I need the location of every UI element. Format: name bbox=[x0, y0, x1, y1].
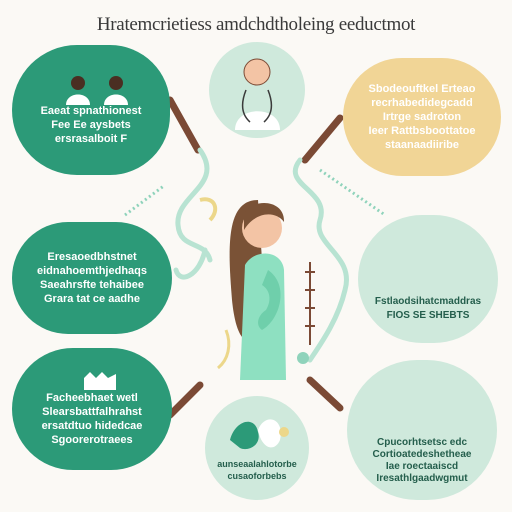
swirl-right bbox=[292, 157, 349, 363]
connector-bottom-left bbox=[166, 381, 204, 419]
plants-icon bbox=[230, 419, 289, 450]
panel-bottom-center: aunseaalahlotorbe cusaoforbebs bbox=[205, 455, 309, 485]
panel-line: Eaeat spnathionest bbox=[40, 105, 142, 117]
panel-line: FIOS SE SHEBTS bbox=[386, 310, 470, 321]
panel-line: Saeahrsfte tehaibee bbox=[40, 279, 144, 291]
panel-line: Fstlaodsihatcmaddras bbox=[374, 296, 482, 307]
panel-line: aunseaalahlotorbe bbox=[217, 459, 297, 469]
panel-top-right: Sbodeouftkel Erteao recrhabedidegcadd Ir… bbox=[343, 58, 501, 176]
panel-line: Iresathlgaadwgmut bbox=[376, 473, 468, 484]
panel-line: Eresaoedbhstnet bbox=[47, 251, 137, 263]
panel-line: ersrasalboit F bbox=[54, 133, 128, 145]
measure-bead bbox=[297, 352, 309, 364]
connector-bottom-right bbox=[306, 376, 344, 412]
infographic-title: Hratemcrietiess amdchdtholeing eeductmot bbox=[96, 14, 416, 35]
panel-bottom-right: Cpucorhtsetsc edc Cortioatedeshetheae Ia… bbox=[347, 360, 497, 500]
panel-line: staanaadiiribe bbox=[385, 139, 459, 151]
panel-line: Irtrge sadroton bbox=[382, 111, 462, 123]
panel-line: Iae roectaaiscd bbox=[385, 461, 459, 472]
panel-line: Sbodeouftkel Erteao bbox=[368, 83, 476, 95]
panel-bottom-left: Facheebhaet wetl Slearsbattfalhrahst ers… bbox=[12, 348, 172, 470]
top-center-circle bbox=[209, 42, 305, 138]
swirl-accent bbox=[199, 197, 218, 222]
panel-line: Grara tat ce aadhe bbox=[44, 293, 140, 305]
panel-top-left: Eaeat spnathionest Fee Ee aysbets ersras… bbox=[12, 45, 170, 175]
central-figure bbox=[216, 200, 286, 380]
panel-line: Facheebhaet wetl bbox=[46, 392, 138, 404]
panel-line: Cortioatedeshetheae bbox=[372, 449, 472, 460]
connector-top-right bbox=[301, 114, 344, 164]
panel-line: ersatdtuo hidedcae bbox=[41, 420, 143, 432]
panel-line: recrhabedidegcadd bbox=[371, 97, 473, 109]
panel-line: Slearsbattfalhrahst bbox=[42, 406, 142, 418]
panel-line: Ieer Rattbsboottatoe bbox=[368, 125, 476, 137]
swirl-left bbox=[175, 147, 213, 263]
panel-line: Fee Ee aysbets bbox=[51, 119, 131, 131]
people-icon bbox=[66, 76, 128, 105]
doctor-icon bbox=[235, 58, 280, 130]
panel-line: eidnahoemthjedhaqs bbox=[36, 265, 148, 277]
panel-mid-left: Eresaoedbhstnet eidnahoemthjedhaqs Saeah… bbox=[12, 222, 172, 334]
connector-top-left bbox=[166, 96, 202, 154]
panel-line: Cpucorhtsetsc edc bbox=[376, 437, 468, 448]
swirl-left-low bbox=[173, 247, 208, 280]
panel-line: cusaoforbebs bbox=[227, 471, 287, 481]
panel-mid-right: Fstlaodsihatcmaddras FIOS SE SHEBTS bbox=[358, 215, 498, 343]
building-icon bbox=[84, 372, 116, 390]
panel-line: Sgoorerotraees bbox=[51, 434, 133, 446]
bottom-center-circle bbox=[205, 396, 309, 500]
